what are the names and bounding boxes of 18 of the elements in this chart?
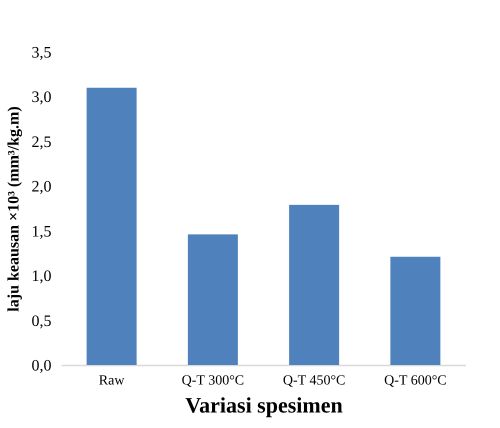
x-tick-label: Q-T 600°C [384,374,447,388]
y-tick-label: 1,5 [32,223,52,240]
bar [390,256,440,365]
x-tick-label: Q-T 450°C [282,374,346,388]
y-tick-label: 2,5 [32,134,52,151]
y-tick-label: 3,0 [32,89,52,106]
y-tick-label: 3,5 [32,44,52,62]
y-tick-label: 0,0 [32,358,52,374]
y-tick-label: 2,0 [32,178,52,196]
bar [289,204,340,365]
bar [188,234,238,365]
x-axis-title: Variasi spesimen [185,392,343,418]
y-tick-label: 1,0 [32,268,52,286]
bar [86,88,137,365]
x-tick-label: Q-T 300°C [182,374,244,388]
y-tick-label: 0,5 [32,312,52,330]
y-axis-title: laju keausan ×10³ (mm³/kg.m) [6,106,22,312]
x-tick-label: Raw [98,374,126,388]
